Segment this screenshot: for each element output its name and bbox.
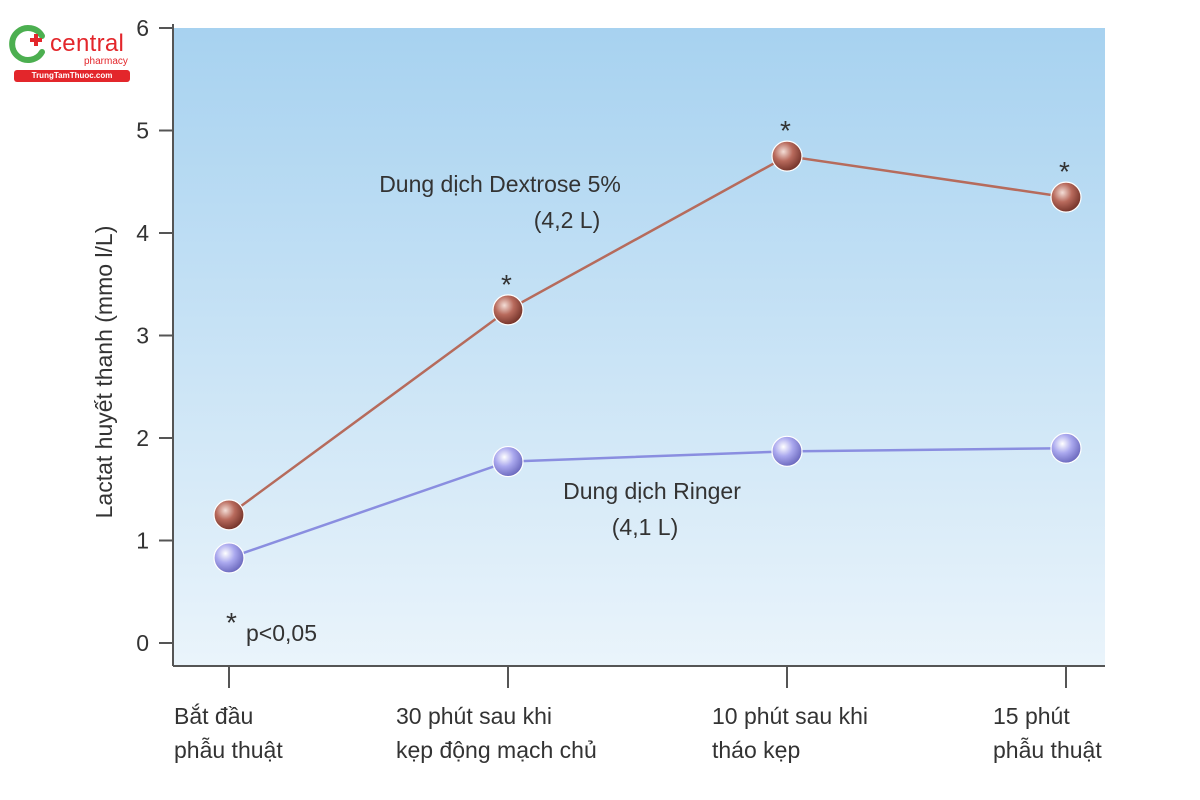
series-label-ringer-name: Dung dịch Ringer — [563, 478, 741, 504]
significance-note: * p<0,05 — [226, 607, 317, 646]
data-point — [771, 435, 803, 467]
plot-background — [173, 28, 1105, 666]
y-tick-label: 5 — [136, 118, 149, 144]
data-point — [492, 445, 524, 478]
logo-name: central — [50, 30, 125, 57]
data-point — [1050, 432, 1082, 464]
y-tick-label: 6 — [136, 15, 149, 41]
y-tick-label: 1 — [136, 528, 149, 554]
logo-url: TrungTamThuoc.com — [31, 71, 113, 80]
series-line-1 — [228, 447, 1067, 560]
significance-note-text: p<0,05 — [246, 620, 317, 646]
x-tick-label: 10 phút sau khi — [712, 703, 868, 729]
central-pharmacy-logo: central pharmacy TrungTamThuoc.com — [6, 22, 136, 82]
significance-asterisk: * — [780, 115, 791, 146]
y-axis-label: Lactat huyết thanh (mmo l/L) — [91, 226, 117, 519]
y-tick-label: 2 — [136, 425, 149, 451]
pharmacy-cross-icon — [9, 25, 45, 63]
significance-asterisk: * — [501, 269, 512, 300]
data-point — [492, 294, 524, 326]
x-tick-label: 15 phút — [993, 703, 1070, 729]
series-line-0 — [228, 154, 1067, 516]
series-label-dextrose-name: Dung dịch Dextrose 5% — [379, 171, 621, 197]
x-tick-label: phẫu thuật — [993, 737, 1102, 763]
data-point — [771, 140, 803, 172]
series-label-ringer: Dung dịch Ringer (4,1 L) — [563, 478, 741, 540]
data-point — [1050, 181, 1082, 213]
x-tick-label: 30 phút sau khi — [396, 703, 552, 729]
data-point — [213, 499, 245, 531]
y-tick-label: 0 — [136, 630, 149, 656]
y-tick-label: 3 — [136, 323, 149, 349]
series-label-ringer-volume: (4,1 L) — [612, 514, 678, 540]
series-label-dextrose: Dung dịch Dextrose 5% (4,2 L) — [379, 171, 621, 233]
x-tick-label: tháo kẹp — [712, 737, 800, 763]
data-point — [213, 542, 245, 574]
logo-bar — [14, 70, 130, 82]
x-tick-label: phẫu thuật — [174, 737, 283, 763]
x-tick-label: Bắt đầu — [174, 703, 253, 729]
significance-note-asterisk: * — [226, 607, 237, 638]
x-tick-label: kẹp động mạch chủ — [396, 737, 597, 763]
series-label-dextrose-volume: (4,2 L) — [534, 207, 600, 233]
significance-asterisk: * — [1059, 156, 1070, 187]
logo-subtitle: pharmacy — [84, 56, 128, 67]
y-tick-label: 4 — [136, 220, 149, 246]
